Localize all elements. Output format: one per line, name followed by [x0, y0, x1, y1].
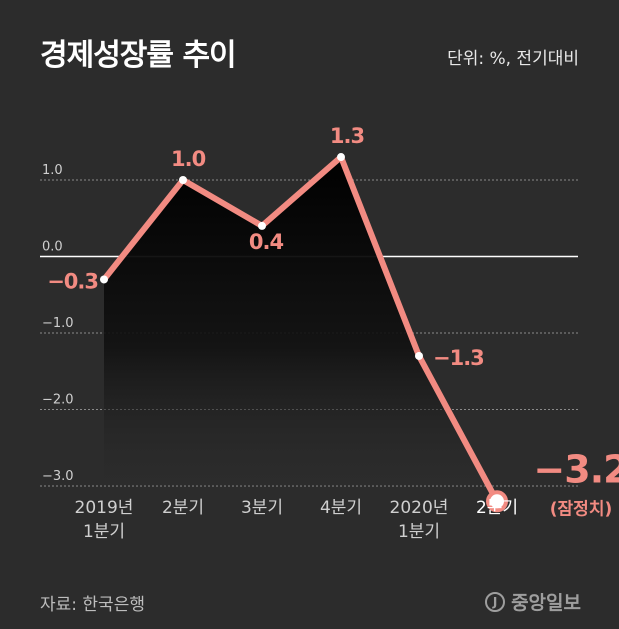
unit-label: 단위: %, 전기대비	[447, 49, 579, 69]
value-label: 1.0	[171, 147, 206, 171]
value-label: −3.2	[533, 447, 619, 491]
annotation-label: (잠정치)	[550, 499, 612, 519]
x-tick-label: 2020년 1분기	[390, 498, 449, 542]
point-layer	[100, 153, 508, 513]
source-note: 자료: 한국은행	[40, 595, 145, 615]
publisher-logo-icon: J	[485, 591, 506, 612]
publisher-name: 중앙일보	[511, 592, 581, 614]
series-line	[101, 154, 500, 505]
x-tick-label: 2019년 1분기	[75, 498, 134, 542]
area-fill	[104, 157, 497, 502]
area-layer	[104, 157, 497, 502]
data-point	[100, 275, 108, 284]
value-label: −0.3	[47, 269, 98, 293]
label-layer: −0.3 1.0 0.4 1.3 −1.3 −3.2 (잠정치)	[47, 124, 619, 519]
value-label: 1.3	[330, 124, 364, 148]
y-tick-label: 0.0	[42, 240, 63, 255]
value-label: 0.4	[249, 230, 284, 254]
data-point	[179, 176, 187, 184]
y-tick-label: −1.0	[42, 316, 74, 331]
value-label: −1.3	[433, 346, 484, 370]
x-tick-label: 2분기	[162, 498, 204, 518]
y-tick-label: −3.0	[42, 469, 74, 484]
y-tick-label: −2.0	[42, 393, 74, 408]
chart-title: 경제성장률 추이	[40, 38, 237, 73]
x-tick-label: 2분기	[476, 498, 518, 518]
publisher-credit: J 중앙일보	[485, 588, 581, 615]
data-point	[415, 351, 423, 360]
x-tick-label: 4분기	[320, 498, 362, 518]
y-tick-label: 1.0	[42, 163, 63, 178]
data-point-highlight	[486, 490, 508, 513]
data-point	[337, 153, 345, 162]
x-axis-layer: 2019년 1분기 2분기 3분기 4분기 2020년 1분기 2분기	[75, 498, 519, 542]
x-tick-label: 3분기	[241, 498, 283, 518]
line-layer	[101, 154, 500, 505]
data-point	[258, 221, 266, 230]
